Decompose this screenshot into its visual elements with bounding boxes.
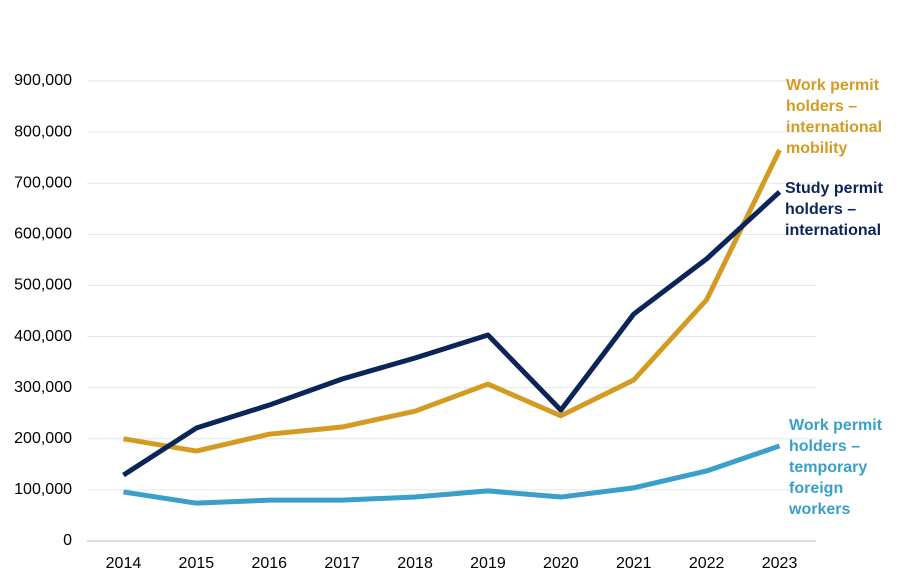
series-label: Study permit holders – international: [785, 180, 883, 239]
x-tick-label: 2023: [762, 555, 798, 572]
x-tick-label: 2014: [106, 555, 142, 572]
y-tick-label: 200,000: [14, 430, 72, 447]
y-tick-label: 300,000: [14, 379, 72, 396]
x-tick-label: 2017: [324, 555, 360, 572]
series-label: Work permit holders – international mobi…: [786, 77, 883, 157]
y-tick-label: 400,000: [14, 328, 72, 345]
y-tick-label: 700,000: [14, 174, 72, 191]
y-tick-label: 0: [63, 532, 72, 549]
y-tick-label: 900,000: [14, 72, 72, 89]
series-line: [122, 190, 782, 478]
series-line: [123, 443, 781, 506]
series-label: Work permit holders – temporary foreign …: [789, 417, 883, 518]
x-tick-label: 2015: [179, 555, 215, 572]
series-line: [123, 148, 782, 454]
x-tick-label: 2016: [251, 555, 287, 572]
y-tick-label: 600,000: [14, 226, 72, 243]
y-tick-label: 100,000: [14, 481, 72, 498]
x-tick-label: 2022: [689, 555, 725, 572]
x-tick-label: 2021: [616, 555, 652, 572]
y-tick-label: 800,000: [14, 123, 72, 140]
y-tick-label: 500,000: [14, 277, 72, 294]
x-tick-label: 2018: [397, 555, 433, 572]
x-tick-label: 2019: [470, 555, 506, 572]
x-tick-label: 2020: [543, 555, 579, 572]
